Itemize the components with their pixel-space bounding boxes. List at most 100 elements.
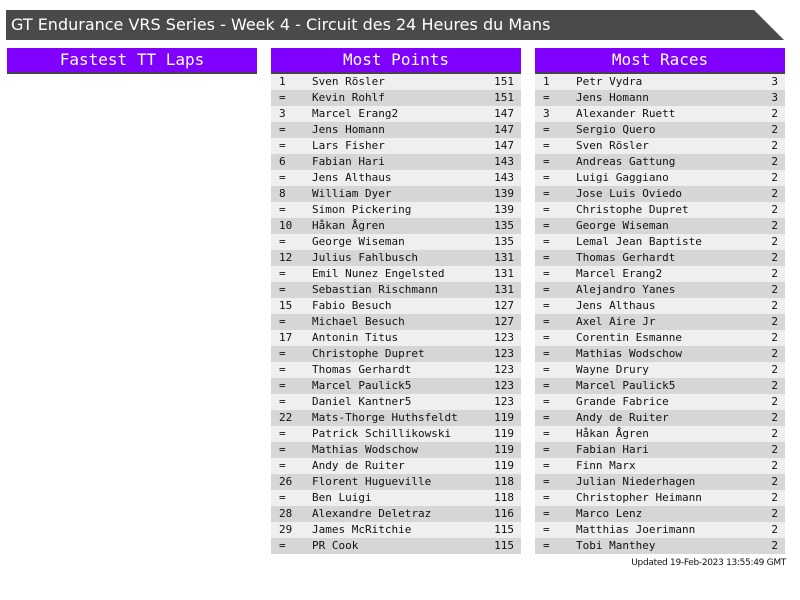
value: 147 xyxy=(494,139,514,152)
driver-name: Daniel Kantner5 xyxy=(312,395,412,408)
driver-name: Fabian Hari xyxy=(312,155,385,168)
value: 127 xyxy=(494,299,514,312)
rank: 6 xyxy=(279,155,286,168)
table-row: = Håkan Ågren 2 xyxy=(535,426,785,442)
value: 118 xyxy=(494,475,514,488)
table-row: 1 Sven Rösler 151 xyxy=(271,74,521,90)
table-row: = Jens Homann 147 xyxy=(271,122,521,138)
driver-name: Luigi Gaggiano xyxy=(576,171,669,184)
page-title: GT Endurance VRS Series - Week 4 - Circu… xyxy=(11,15,551,34)
table-row: = Simon Pickering 139 xyxy=(271,202,521,218)
value: 2 xyxy=(771,411,778,424)
driver-name: Alexander Ruett xyxy=(576,107,676,120)
driver-name: Fabian Hari xyxy=(576,443,649,456)
table-row: = Jens Homann 3 xyxy=(535,90,785,106)
table-row: = Marco Lenz 2 xyxy=(535,506,785,522)
table-row: 29 James McRitchie 115 xyxy=(271,522,521,538)
driver-name: Wayne Drury xyxy=(576,363,649,376)
panel-rows: 1 Petr Vydra 3 = Jens Homann 3 3 Alexander Ruet… xyxy=(535,74,785,554)
rank: = xyxy=(279,443,286,456)
value: 2 xyxy=(771,315,778,328)
driver-name: Sven Rösler xyxy=(312,75,385,88)
table-row: = Marcel Erang2 2 xyxy=(535,266,785,282)
driver-name: Christophe Dupret xyxy=(312,347,425,360)
table-row: = Jens Althaus 2 xyxy=(535,298,785,314)
value: 123 xyxy=(494,379,514,392)
value: 151 xyxy=(494,91,514,104)
value: 2 xyxy=(771,251,778,264)
table-row: = Jose Luis Oviedo 2 xyxy=(535,186,785,202)
driver-name: Tobi Manthey xyxy=(576,539,656,552)
value: 2 xyxy=(771,523,778,536)
driver-name: Andy de Ruiter xyxy=(312,459,405,472)
table-row: 3 Alexander Ruett 2 xyxy=(535,106,785,122)
value: 2 xyxy=(771,139,778,152)
table-row: = Sebastian Rischmann 131 xyxy=(271,282,521,298)
rank: = xyxy=(543,539,550,552)
driver-name: Thomas Gerhardt xyxy=(576,251,676,264)
table-row: = Patrick Schillikowski 119 xyxy=(271,426,521,442)
rank: = xyxy=(543,251,550,264)
table-row: 28 Alexandre Deletraz 116 xyxy=(271,506,521,522)
rank: = xyxy=(543,235,550,248)
rank: = xyxy=(543,219,550,232)
rank: = xyxy=(279,91,286,104)
rank: 22 xyxy=(279,411,293,424)
table-row: 26 Florent Hugueville 118 xyxy=(271,474,521,490)
rank: 28 xyxy=(279,507,293,520)
driver-name: Grande Fabrice xyxy=(576,395,669,408)
driver-name: Christophe Dupret xyxy=(576,203,689,216)
driver-name: Mathias Wodschow xyxy=(312,443,418,456)
driver-name: Petr Vydra xyxy=(576,75,643,88)
table-row: = Thomas Gerhardt 123 xyxy=(271,362,521,378)
table-row: = Fabian Hari 2 xyxy=(535,442,785,458)
table-row: = Marcel Paulick5 123 xyxy=(271,378,521,394)
value: 135 xyxy=(494,219,514,232)
rank: = xyxy=(543,491,550,504)
driver-name: George Wiseman xyxy=(312,235,405,248)
rank: = xyxy=(279,395,286,408)
table-row: = Christophe Dupret 2 xyxy=(535,202,785,218)
value: 131 xyxy=(494,251,514,264)
driver-name: Antonin Titus xyxy=(312,331,399,344)
table-row: = George Wiseman 135 xyxy=(271,234,521,250)
rank: 12 xyxy=(279,251,293,264)
table-row: = PR Cook 115 xyxy=(271,538,521,554)
most-races-panel: Most Races 1 Petr Vydra 3 = Jens Homann 3 3 Ale… xyxy=(535,48,785,554)
rank: = xyxy=(543,363,550,376)
rank: 26 xyxy=(279,475,293,488)
rank: 3 xyxy=(543,107,550,120)
table-row: = Daniel Kantner5 123 xyxy=(271,394,521,410)
rank: = xyxy=(543,347,550,360)
title-bar: GT Endurance VRS Series - Week 4 - Circu… xyxy=(6,10,784,40)
rank: 10 xyxy=(279,219,293,232)
value: 2 xyxy=(771,331,778,344)
panel-rows: 1 Sven Rösler 151 = Kevin Rohlf 151 3 Marcel Er… xyxy=(271,74,521,554)
rank: = xyxy=(279,203,286,216)
value: 119 xyxy=(494,411,514,424)
value: 139 xyxy=(494,187,514,200)
driver-name: Jose Luis Oviedo xyxy=(576,187,682,200)
value: 2 xyxy=(771,491,778,504)
rank: = xyxy=(543,443,550,456)
table-row: 6 Fabian Hari 143 xyxy=(271,154,521,170)
value: 151 xyxy=(494,75,514,88)
value: 123 xyxy=(494,395,514,408)
rank: = xyxy=(279,491,286,504)
table-row: = Kevin Rohlf 151 xyxy=(271,90,521,106)
driver-name: Sebastian Rischmann xyxy=(312,283,438,296)
table-row: 3 Marcel Erang2 147 xyxy=(271,106,521,122)
value: 139 xyxy=(494,203,514,216)
rank: 29 xyxy=(279,523,293,536)
rank: = xyxy=(279,171,286,184)
driver-name: Kevin Rohlf xyxy=(312,91,385,104)
rank: = xyxy=(279,315,286,328)
driver-name: Mats-Thorge Huthsfeldt xyxy=(312,411,458,424)
table-row: 15 Fabio Besuch 127 xyxy=(271,298,521,314)
value: 2 xyxy=(771,379,778,392)
table-row: = Mathias Wodschow 119 xyxy=(271,442,521,458)
value: 2 xyxy=(771,267,778,280)
value: 2 xyxy=(771,539,778,552)
driver-name: Michael Besuch xyxy=(312,315,405,328)
table-row: = Andreas Gattung 2 xyxy=(535,154,785,170)
